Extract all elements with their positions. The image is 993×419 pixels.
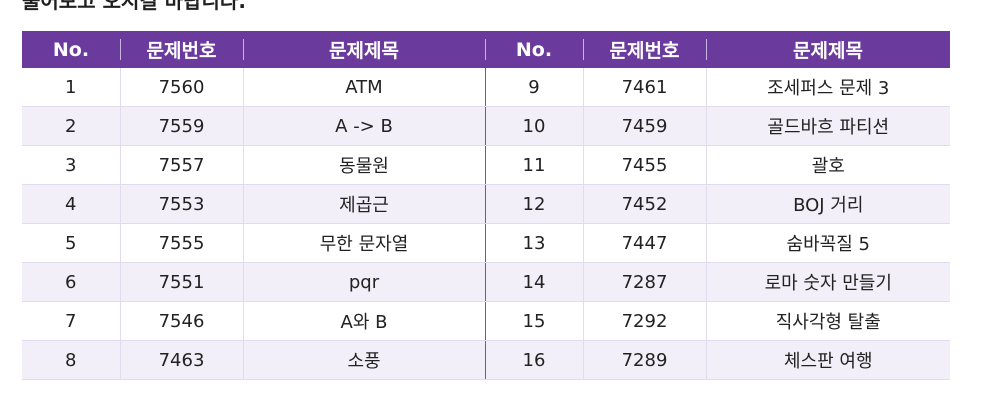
header-number-right: 문제번호 bbox=[583, 31, 706, 68]
intro-text: 풀어보고 오시길 바랍니다. bbox=[22, 0, 246, 13]
table-row: 4 7553 제곱근 12 7452 BOJ 거리 bbox=[22, 184, 950, 224]
cell-number-left: 7546 bbox=[119, 301, 243, 341]
cell-number-right: 7292 bbox=[582, 301, 706, 341]
cell-no-left: 4 bbox=[22, 184, 120, 224]
cell-number-right: 7447 bbox=[582, 223, 706, 263]
cell-no-left: 7 bbox=[22, 301, 120, 341]
cell-title-left: A -> B bbox=[242, 106, 485, 146]
cell-title-right: BOJ 거리 bbox=[705, 184, 950, 224]
cell-no-right: 11 bbox=[484, 145, 583, 185]
cell-title-left: 무한 문자열 bbox=[242, 223, 485, 263]
header-number-left: 문제번호 bbox=[120, 31, 243, 68]
header-no-left: No. bbox=[22, 31, 120, 68]
cell-no-right: 14 bbox=[484, 262, 583, 302]
cell-number-right: 7289 bbox=[582, 340, 706, 380]
cell-title-right: 직사각형 탈출 bbox=[705, 301, 950, 341]
cell-no-right: 9 bbox=[484, 68, 583, 107]
table-row: 7 7546 A와 B 15 7292 직사각형 탈출 bbox=[22, 301, 950, 341]
cell-number-left: 7555 bbox=[119, 223, 243, 263]
cell-number-right: 7461 bbox=[582, 68, 706, 107]
table-row: 3 7557 동물원 11 7455 괄호 bbox=[22, 145, 950, 185]
cell-no-left: 3 bbox=[22, 145, 120, 185]
cell-number-left: 7551 bbox=[119, 262, 243, 302]
cell-number-left: 7463 bbox=[119, 340, 243, 380]
cell-no-left: 8 bbox=[22, 340, 120, 380]
cell-no-right: 16 bbox=[484, 340, 583, 380]
table-row: 1 7560 ATM 9 7461 조세퍼스 문제 3 bbox=[22, 68, 950, 107]
cell-number-left: 7559 bbox=[119, 106, 243, 146]
header-title-right: 문제제목 bbox=[706, 31, 950, 68]
table-row: 5 7555 무한 문자열 13 7447 숨바꼭질 5 bbox=[22, 223, 950, 263]
cell-title-left: 동물원 bbox=[242, 145, 485, 185]
cell-title-right: 조세퍼스 문제 3 bbox=[705, 68, 950, 107]
cell-number-right: 7455 bbox=[582, 145, 706, 185]
cell-title-right: 괄호 bbox=[705, 145, 950, 185]
cell-no-left: 1 bbox=[22, 68, 120, 107]
header-title-left: 문제제목 bbox=[243, 31, 485, 68]
cell-number-right: 7452 bbox=[582, 184, 706, 224]
cell-number-right: 7459 bbox=[582, 106, 706, 146]
cell-title-right: 골드바흐 파티션 bbox=[705, 106, 950, 146]
cell-number-right: 7287 bbox=[582, 262, 706, 302]
table-row: 8 7463 소풍 16 7289 체스판 여행 bbox=[22, 340, 950, 380]
cell-number-left: 7560 bbox=[119, 68, 243, 107]
table-body: 1 7560 ATM 9 7461 조세퍼스 문제 3 2 7559 A -> B 10 7459 골… bbox=[22, 68, 950, 380]
cell-title-left: A와 B bbox=[242, 301, 485, 341]
table-row: 2 7559 A -> B 10 7459 골드바흐 파티션 bbox=[22, 106, 950, 146]
cell-no-right: 13 bbox=[484, 223, 583, 263]
cell-title-left: pqr bbox=[242, 262, 485, 302]
header-no-right: No. bbox=[485, 31, 583, 68]
cell-no-right: 15 bbox=[484, 301, 583, 341]
cell-title-right: 숨바꼭질 5 bbox=[705, 223, 950, 263]
cell-no-left: 2 bbox=[22, 106, 120, 146]
cell-number-left: 7553 bbox=[119, 184, 243, 224]
cell-title-left: 제곱근 bbox=[242, 184, 485, 224]
table-header-row: No. 문제번호 문제제목 No. 문제번호 문제제목 bbox=[22, 31, 950, 68]
cell-title-left: ATM bbox=[242, 68, 485, 107]
cell-no-right: 10 bbox=[484, 106, 583, 146]
cell-title-right: 로마 숫자 만들기 bbox=[705, 262, 950, 302]
cell-no-right: 12 bbox=[484, 184, 583, 224]
cell-title-right: 체스판 여행 bbox=[705, 340, 950, 380]
problem-table: No. 문제번호 문제제목 No. 문제번호 문제제목 1 7560 ATM 9 746… bbox=[22, 31, 950, 380]
cell-no-left: 5 bbox=[22, 223, 120, 263]
cell-title-left: 소풍 bbox=[242, 340, 485, 380]
cell-number-left: 7557 bbox=[119, 145, 243, 185]
table-row: 6 7551 pqr 14 7287 로마 숫자 만들기 bbox=[22, 262, 950, 302]
cell-no-left: 6 bbox=[22, 262, 120, 302]
